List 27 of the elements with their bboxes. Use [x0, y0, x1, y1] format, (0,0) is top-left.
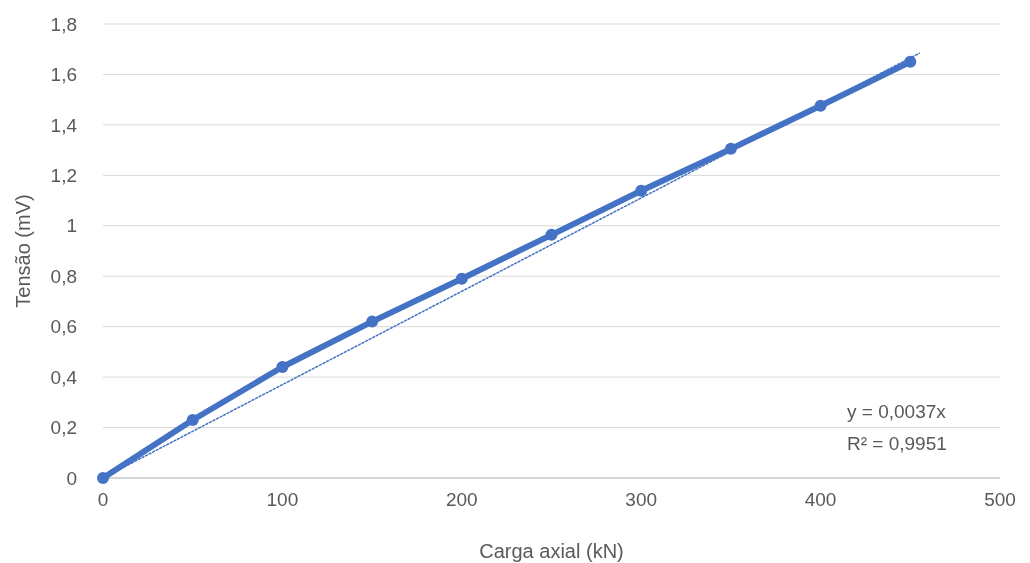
- y-tick-label: 0,4: [50, 366, 78, 388]
- y-tick-label: 0,6: [50, 316, 77, 338]
- y-tick-label: 0: [66, 467, 77, 489]
- y-tick-label: 1,2: [50, 164, 77, 186]
- point: [97, 472, 109, 484]
- y-tick-label: 1,6: [50, 64, 77, 86]
- x-tick-label: 0: [97, 489, 109, 510]
- point: [455, 272, 468, 285]
- x-tick-label: 300: [625, 489, 658, 510]
- x-tick-label: 500: [984, 489, 1016, 510]
- y-tick-label: 1,8: [50, 13, 77, 35]
- y-tick-label: 0,2: [50, 417, 77, 439]
- annotation: y = 0,0037x: [847, 401, 947, 422]
- y-tick-label: 1,4: [50, 114, 78, 136]
- x-tick-label: 200: [445, 489, 478, 510]
- y-axis-title: Tensão (mV): [12, 194, 34, 308]
- point: [186, 413, 199, 426]
- y-tick-label: 0,8: [50, 265, 77, 287]
- x-axis-title: Carga axial (kN): [479, 540, 624, 562]
- annotation: R² = 0,9951: [847, 433, 947, 454]
- x-tick-label: 400: [804, 489, 837, 510]
- point: [635, 184, 648, 197]
- x-tick-label: 100: [266, 489, 299, 510]
- y-tick-label: 1: [66, 215, 77, 237]
- point: [545, 228, 558, 241]
- point: [276, 361, 289, 374]
- point: [366, 315, 379, 328]
